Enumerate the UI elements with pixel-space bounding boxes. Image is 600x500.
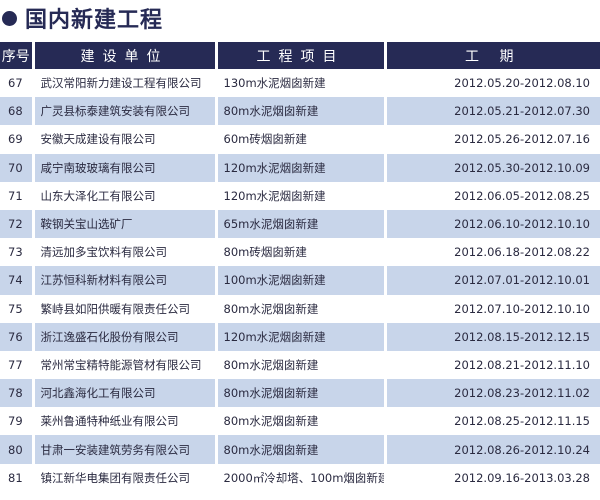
cell-period: 2012.08.21-2012.11.10 [454, 357, 590, 372]
cell-index: 77 [0, 350, 35, 380]
page-title: 国内新建工程 [2, 3, 163, 33]
header-period: 工 期 [385, 42, 600, 69]
cell-project: 120m水泥烟囱新建 [216, 181, 387, 210]
cell-company: 广灵县标泰建筑安装有限公司 [33, 97, 218, 126]
table-row: 80 甘肃一安装建筑劳务有限公司 80m水泥烟囱新建 2012.08.26-2012.… [0, 435, 600, 464]
cell-period: 2012.06.18-2012.08.22 [454, 245, 590, 260]
cell-index: 75 [0, 294, 35, 323]
cell-index: 76 [0, 322, 35, 351]
table-row: 69 安徽天成建设有限公司 60m砖烟囱新建 2012.05.26-2012.07.1… [0, 125, 600, 154]
projects-table: 序号 建设单位 工程项目 工 期 67 武汉常阳新力建设工程有限公司 130m水泥烟… [0, 42, 600, 492]
cell-index: 73 [0, 238, 35, 267]
cell-company: 清远加多宝饮料有限公司 [33, 238, 218, 267]
table-row: 74 江苏恒科新材料有限公司 100m水泥烟囱新建 2012.07.01-2012.1… [0, 266, 600, 295]
cell-index: 68 [0, 97, 35, 126]
table-row: 70 咸宁南玻玻璃有限公司 120m水泥烟囱新建 2012.05.30-2012.10… [0, 153, 600, 182]
bullet-icon [2, 10, 17, 26]
cell-company: 鞍钢关宝山选矿厂 [33, 209, 218, 239]
cell-company: 安徽天成建设有限公司 [33, 125, 218, 154]
cell-company: 繁峙县如阳供暖有限责任公司 [33, 294, 218, 323]
cell-period: 2012.08.26-2012.10.24 [385, 435, 600, 464]
cell-period: 2012.06.05-2012.08.25 [454, 188, 590, 203]
cell-index: 78 [0, 379, 35, 408]
header-company: 建设单位 [33, 42, 218, 69]
table-row: 73 清远加多宝饮料有限公司 80m砖烟囱新建 2012.06.18-2012.08.… [0, 238, 600, 267]
cell-index: 67 [0, 69, 35, 98]
cell-project: 65m水泥烟囱新建 [216, 209, 387, 239]
table-row: 72 鞍钢关宝山选矿厂 65m水泥烟囱新建 2012.06.10-2012.10.10 [0, 209, 600, 239]
cell-period: 2012.06.10-2012.10.10 [385, 209, 600, 239]
cell-company: 咸宁南玻玻璃有限公司 [33, 153, 218, 182]
cell-period: 2012.05.26-2012.07.16 [454, 132, 590, 147]
table-row: 67 武汉常阳新力建设工程有限公司 130m水泥烟囱新建 2012.05.20-201… [0, 69, 600, 98]
cell-period: 2012.08.15-2012.12.15 [385, 322, 600, 351]
cell-company: 甘肃一安装建筑劳务有限公司 [33, 435, 218, 464]
cell-company: 常州常宝精特能源管材有限公司 [33, 350, 218, 380]
cell-project: 120m水泥烟囱新建 [216, 153, 387, 182]
table-row: 78 河北鑫海化工有限公司 80m水泥烟囱新建 2012.08.23-2012.11.… [0, 379, 600, 408]
page-title-text: 国内新建工程 [25, 8, 164, 33]
cell-project: 2000㎡冷却塔、100m烟囱新建 [216, 463, 387, 492]
table-row: 81 镇江新华电集团有限责任公司 2000㎡冷却塔、100m烟囱新建 2012.09.… [0, 463, 600, 492]
cell-period: 2012.05.30-2012.10.09 [385, 153, 600, 182]
cell-project: 80m水泥烟囱新建 [216, 435, 387, 464]
cell-company: 武汉常阳新力建设工程有限公司 [33, 69, 218, 98]
cell-project: 60m砖烟囱新建 [216, 125, 387, 154]
cell-index: 79 [0, 407, 35, 436]
cell-project: 80m水泥烟囱新建 [216, 407, 387, 436]
table-row: 76 浙江逸盛石化股份有限公司 120m水泥烟囱新建 2012.08.15-2012.… [0, 322, 600, 351]
cell-project: 80m砖烟囱新建 [216, 238, 387, 267]
table-row: 77 常州常宝精特能源管材有限公司 80m水泥烟囱新建 2012.08.21-2012… [0, 350, 600, 380]
cell-project: 130m水泥烟囱新建 [216, 69, 387, 98]
cell-project: 80m水泥烟囱新建 [216, 294, 387, 323]
table-row: 71 山东大泽化工有限公司 120m水泥烟囱新建 2012.06.05-2012.08… [0, 181, 600, 210]
cell-index: 80 [0, 435, 35, 464]
cell-index: 71 [0, 181, 35, 210]
cell-index: 81 [0, 463, 35, 492]
table-row: 75 繁峙县如阳供暖有限责任公司 80m水泥烟囱新建 2012.07.10-2012.… [0, 294, 600, 323]
cell-period: 2012.07.10-2012.10.10 [454, 301, 590, 316]
cell-company: 河北鑫海化工有限公司 [33, 379, 218, 408]
cell-project: 100m水泥烟囱新建 [216, 266, 387, 295]
cell-company: 山东大泽化工有限公司 [33, 181, 218, 210]
cell-period: 2012.05.21-2012.07.30 [385, 97, 600, 126]
cell-period: 2012.08.25-2012.11.15 [454, 414, 590, 429]
table-row: 79 莱州鲁通特种纸业有限公司 80m水泥烟囱新建 2012.08.25-2012.1… [0, 407, 600, 436]
cell-project: 80m水泥烟囱新建 [216, 350, 387, 380]
cell-project: 80m水泥烟囱新建 [216, 379, 387, 408]
cell-period: 2012.08.23-2012.11.02 [385, 379, 600, 408]
cell-index: 74 [0, 266, 35, 295]
cell-company: 江苏恒科新材料有限公司 [33, 266, 218, 295]
table-header-row: 序号 建设单位 工程项目 工 期 [0, 42, 600, 69]
cell-company: 镇江新华电集团有限责任公司 [33, 463, 218, 492]
table-row: 68 广灵县标泰建筑安装有限公司 80m水泥烟囱新建 2012.05.21-2012.… [0, 97, 600, 126]
cell-period: 2012.09.16-2013.03.28 [454, 470, 590, 485]
cell-company: 浙江逸盛石化股份有限公司 [33, 322, 218, 351]
cell-period: 2012.07.01-2012.10.01 [385, 266, 600, 295]
header-project: 工程项目 [216, 42, 387, 69]
cell-company: 莱州鲁通特种纸业有限公司 [33, 407, 218, 436]
cell-index: 70 [0, 153, 35, 182]
cell-project: 80m水泥烟囱新建 [216, 97, 387, 126]
cell-index: 72 [0, 209, 35, 239]
cell-index: 69 [0, 125, 35, 154]
header-index: 序号 [0, 42, 35, 69]
cell-project: 120m水泥烟囱新建 [216, 322, 387, 351]
cell-period: 2012.05.20-2012.08.10 [454, 76, 590, 91]
